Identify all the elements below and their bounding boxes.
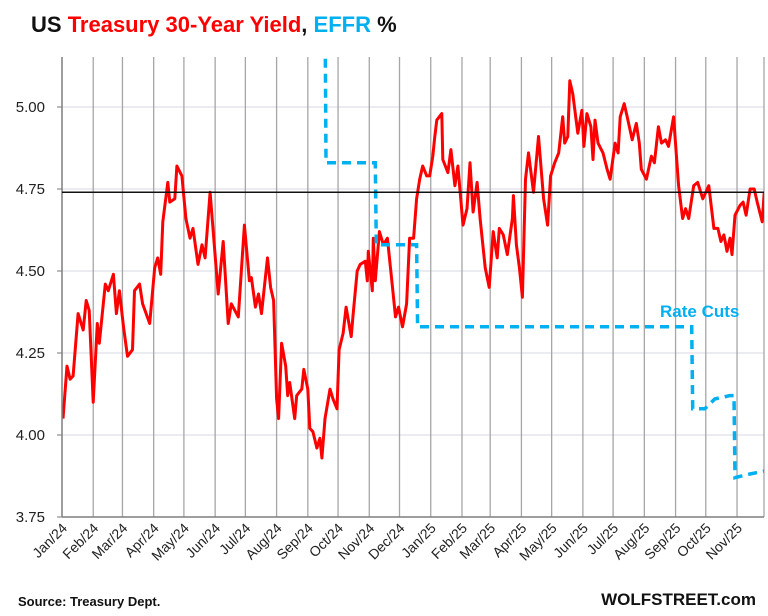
x-tick-label: Nov/25 xyxy=(702,520,745,563)
treasury-30y-line xyxy=(62,79,764,460)
title-part-effr: EFFR xyxy=(313,12,371,37)
y-tick-label: 4.75 xyxy=(16,181,45,198)
title-part-percent: % xyxy=(370,12,397,37)
series-layer xyxy=(62,57,764,480)
source-note: Source: Treasury Dept. xyxy=(18,594,161,609)
x-tick-label: Jun/25 xyxy=(550,520,591,561)
title-part-comma: , xyxy=(301,12,314,37)
rate-cuts-annotation: Rate Cuts xyxy=(660,302,739,321)
brand-logo-text: WOLFSTREET.com xyxy=(601,590,756,609)
y-tick-label: 4.50 xyxy=(16,263,45,280)
title-part-treasury: Treasury 30-Year Yield xyxy=(67,12,302,37)
y-tick-label: 4.00 xyxy=(16,427,45,444)
chart-title: US Treasury 30-Year Yield, EFFR % xyxy=(31,12,397,38)
y-tick-label: 5.00 xyxy=(16,99,45,116)
axes: 3.754.004.254.504.755.00Jan/24Feb/24Mar/… xyxy=(16,57,764,564)
x-tick-label: Jun/24 xyxy=(182,520,223,561)
title-part-us: US xyxy=(31,12,68,37)
y-tick-label: 3.75 xyxy=(16,509,45,526)
y-tick-label: 4.25 xyxy=(16,345,45,362)
effr-line xyxy=(323,57,764,480)
